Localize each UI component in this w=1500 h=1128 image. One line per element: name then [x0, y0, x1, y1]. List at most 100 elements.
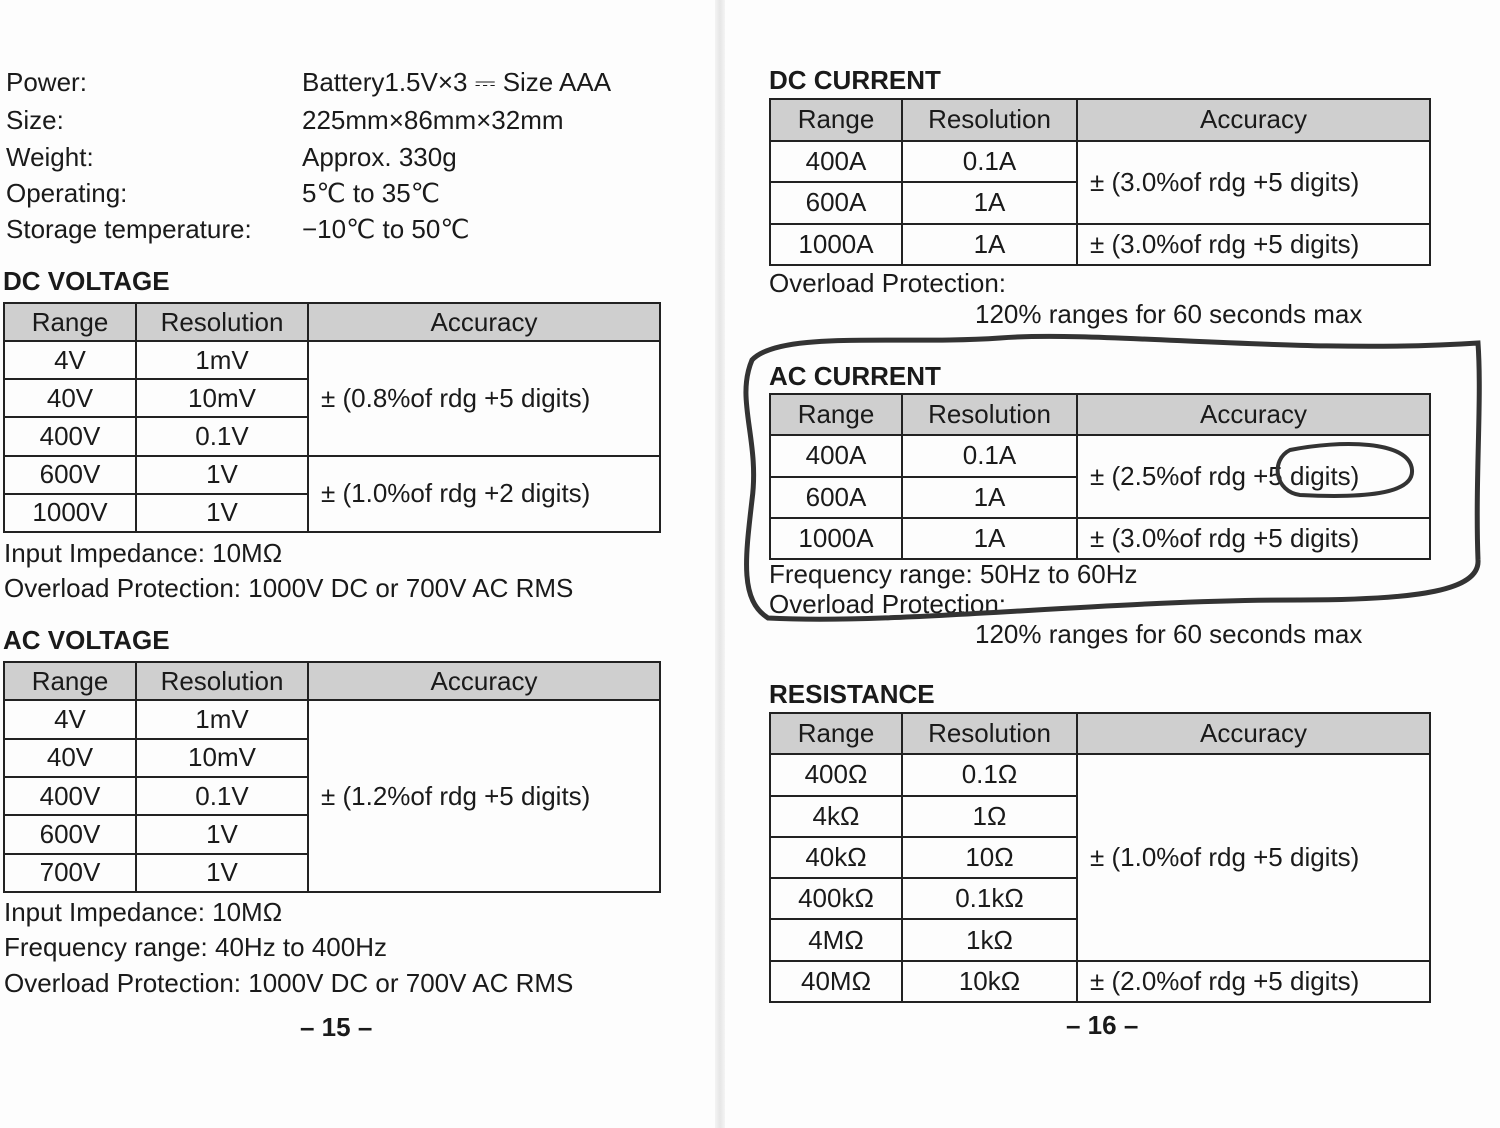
accuracy-cell: ± (3.0%of rdg +5 digits) [1076, 222, 1431, 266]
resolution-cell: 1Ω [901, 794, 1078, 838]
resolution-cell: 10Ω [901, 835, 1078, 880]
header-row: Range Resolution Accuracy [3, 301, 661, 343]
spec-value: Battery1.5V×3 ⎓ Size AAA [302, 67, 612, 97]
table-row: 40kΩ 10Ω [769, 835, 1430, 880]
range-cell: 600V [3, 454, 137, 495]
accuracy-cell: ± (2.5%of rdg +5 digits) [1076, 434, 1431, 519]
resolution-cell: 1A [901, 222, 1078, 266]
range-cell: 4V [3, 699, 137, 740]
spec-table: Range Resolution Accuracy 4V 1mV ± (0.8%of rd… [3, 301, 661, 533]
note: Overload Protection: 1000V DC or 700V AC… [4, 968, 574, 998]
accuracy-cell: ± (1.2%of rdg +5 digits) [307, 699, 661, 893]
header-row: Range Resolution Accuracy [769, 711, 1431, 756]
accuracy-cell: ± (2.0%of rdg +5 digits) [1076, 959, 1431, 1003]
table-row: 4V 1mV ± (1.2%of rdg +5 digits) [3, 699, 661, 893]
range-cell: 40kΩ [769, 835, 903, 880]
table-row: 4kΩ 1Ω [769, 794, 1430, 838]
header-cell: Resolution [901, 98, 1078, 142]
header-cell: Accuracy [307, 301, 661, 343]
table-row: 400Ω 0.1Ω ± (1.0%of rdg +5 digits) [769, 753, 1431, 962]
header-cell: Resolution [901, 392, 1078, 437]
table-row: 1000V 1V [3, 492, 660, 533]
spec-label: Size: [6, 105, 64, 135]
table-row: 400kΩ 0.1kΩ [769, 877, 1430, 921]
note: 120% ranges for 60 seconds max [975, 619, 1363, 649]
resolution-cell: 1V [135, 492, 309, 533]
range-cell: 1000A [769, 516, 903, 561]
range-cell: 600A [769, 475, 903, 519]
accuracy-cell: ± (3.0%of rdg +5 digits) [1076, 139, 1431, 225]
note: Overload Protection: 1000V DC or 700V AC… [4, 573, 574, 603]
table-row: 400A 0.1A ± (3.0%of rdg +5 digits) [769, 139, 1431, 225]
section-title: AC CURRENT [769, 361, 941, 391]
header-row: Range Resolution Accuracy [769, 392, 1431, 437]
section-title: DC VOLTAGE [3, 266, 170, 296]
range-cell: 4V [3, 340, 137, 381]
resolution-cell: 1mV [135, 699, 309, 740]
accuracy-cell: ± (1.0%of rdg +5 digits) [1076, 753, 1431, 962]
table-row: 4MΩ 1kΩ [769, 918, 1430, 962]
table-row: 600A 1A [769, 181, 1430, 225]
table-row: 400A 0.1A ± (2.5%of rdg +5 digits) [769, 434, 1431, 519]
range-cell: 400Ω [769, 753, 903, 797]
section-title: RESISTANCE [769, 679, 935, 709]
note: Input Impedance: 10MΩ [4, 897, 283, 927]
spec-label: Power: [6, 67, 87, 97]
header-cell: Resolution [135, 660, 309, 702]
resolution-cell: 1A [901, 181, 1078, 225]
range-cell: 40V [3, 378, 137, 419]
table-row: 600V 1V [3, 814, 660, 855]
spec-table: Range Resolution Accuracy 400A 0.1A ± (3.0%of… [769, 98, 1431, 266]
range-cell: 40MΩ [769, 959, 903, 1003]
header-cell: Range [769, 392, 903, 437]
range-cell: 700V [3, 852, 137, 893]
page-number: – 15 – [300, 1012, 373, 1042]
resolution-cell: 0.1Ω [901, 753, 1078, 797]
page-number: – 16 – [1066, 1010, 1139, 1040]
section-title: DC CURRENT [769, 65, 941, 95]
accuracy-cell: ± (1.0%of rdg +2 digits) [307, 454, 661, 533]
resolution-cell: 10mV [135, 378, 309, 419]
note: Frequency range: 40Hz to 400Hz [4, 932, 387, 962]
range-cell: 40V [3, 737, 137, 778]
resolution-cell: 0.1V [135, 416, 309, 457]
table-row: 600V 1V ± (1.0%of rdg +2 digits) [3, 454, 661, 533]
resolution-cell: 0.1A [901, 139, 1078, 183]
spec-value: 225mm×86mm×32mm [302, 105, 564, 135]
accuracy-cell: ± (3.0%of rdg +5 digits) [1076, 516, 1431, 561]
range-cell: 1000A [769, 222, 903, 266]
note: Input Impedance: 10MΩ [4, 538, 283, 568]
page-fold [715, 0, 725, 1128]
header-cell: Accuracy [1076, 392, 1431, 437]
resolution-cell: 1V [135, 454, 309, 495]
spec-table: Range Resolution Accuracy 4V 1mV ± (1.2%of rd… [3, 660, 661, 893]
range-cell: 600A [769, 181, 903, 225]
header-cell: Resolution [135, 301, 309, 343]
resolution-cell: 10kΩ [901, 959, 1078, 1003]
header-cell: Range [769, 98, 903, 142]
resolution-cell: 0.1kΩ [901, 877, 1078, 921]
table-row: 400V 0.1V [3, 416, 660, 457]
note: Frequency range: 50Hz to 60Hz [769, 559, 1138, 589]
spec-label: Weight: [6, 142, 94, 172]
resolution-cell: 1V [135, 852, 309, 893]
table-row: 40V 10mV [3, 737, 660, 778]
resolution-cell: 1kΩ [901, 918, 1078, 962]
table-row: 1000A 1A ± (3.0%of rdg +5 digits) [769, 516, 1431, 561]
spec-value: −10℃ to 50℃ [302, 214, 470, 244]
spec-value: Approx. 330g [302, 142, 457, 172]
header-cell: Range [3, 660, 137, 702]
spec-table: Range Resolution Accuracy 400A 0.1A ± (2.5%of… [769, 392, 1431, 561]
header-cell: Range [769, 711, 903, 756]
resolution-cell: 1V [135, 814, 309, 855]
range-cell: 400V [3, 775, 137, 817]
note: Overload Protection: [769, 589, 1007, 619]
header-cell: Accuracy [307, 660, 661, 702]
range-cell: 400V [3, 416, 137, 457]
table-row: 700V 1V [3, 852, 660, 893]
table-row: 400V 0.1V [3, 775, 660, 817]
header-row: Range Resolution Accuracy [769, 98, 1431, 142]
resolution-cell: 0.1A [901, 434, 1078, 478]
header-cell: Accuracy [1076, 711, 1431, 756]
